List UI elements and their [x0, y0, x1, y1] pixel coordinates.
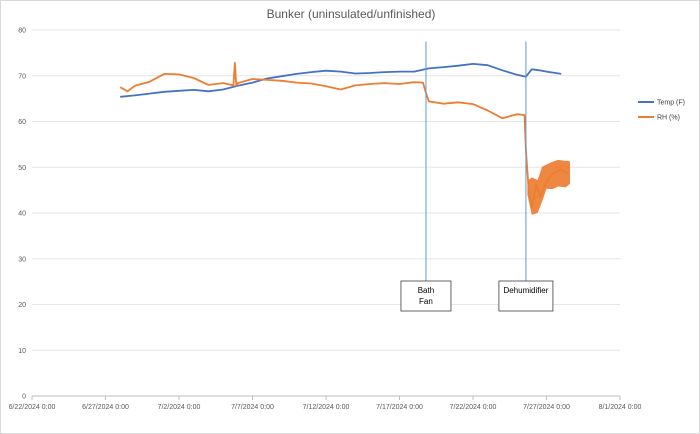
y-axis-ticks: 0 10 20 30 40 50 60 70 80	[18, 28, 26, 401]
y-tick-label: 40	[18, 211, 26, 218]
legend: Temp (F) RH (%)	[638, 100, 685, 122]
x-tick-label: 7/2/2024 0:00	[158, 404, 201, 411]
y-tick-label: 10	[18, 348, 26, 355]
x-tick-label: 6/22/2024 0:00	[9, 404, 56, 411]
y-tick-label: 60	[18, 119, 26, 126]
x-tick-label: 7/22/2024 0:00	[450, 404, 497, 411]
y-tick-label: 30	[18, 256, 26, 263]
series-line-1	[119, 62, 569, 210]
y-tick-label: 50	[18, 165, 26, 172]
annotation-label: Bath	[418, 286, 434, 295]
x-tick-label: 8/1/2024 0:00	[599, 404, 642, 411]
x-tick-label: 7/12/2024 0:00	[303, 404, 350, 411]
legend-label: RH (%)	[657, 115, 680, 122]
x-tick-label: 7/7/2024 0:00	[231, 404, 274, 411]
annotation-label: Fan	[419, 297, 433, 306]
x-tick-label: 7/27/2024 0:00	[523, 404, 570, 411]
y-tick-label: 20	[18, 302, 26, 309]
series-lines	[119, 62, 571, 215]
annotation-label: Dehumidifier	[503, 286, 548, 295]
gridlines	[32, 29, 620, 351]
chart-title: Bunker (uninsulated/unfinished)	[267, 7, 436, 21]
x-tick-label: 6/27/2024 0:00	[82, 404, 129, 411]
series-band-1	[527, 159, 571, 215]
annotation-box-0	[400, 280, 452, 312]
legend-label: Temp (F)	[657, 100, 685, 107]
x-axis-ticks: 6/22/2024 0:00 6/27/2024 0:00 7/2/2024 0:0…	[9, 396, 642, 411]
y-tick-label: 70	[18, 73, 26, 80]
y-tick-label: 80	[18, 28, 26, 35]
y-tick-label: 0	[22, 394, 26, 401]
series-line-0	[120, 63, 562, 98]
annotation-box-1	[498, 280, 554, 312]
annotations: Bath Fan Dehumidifier	[400, 41, 554, 312]
x-tick-label: 7/17/2024 0:00	[376, 404, 423, 411]
